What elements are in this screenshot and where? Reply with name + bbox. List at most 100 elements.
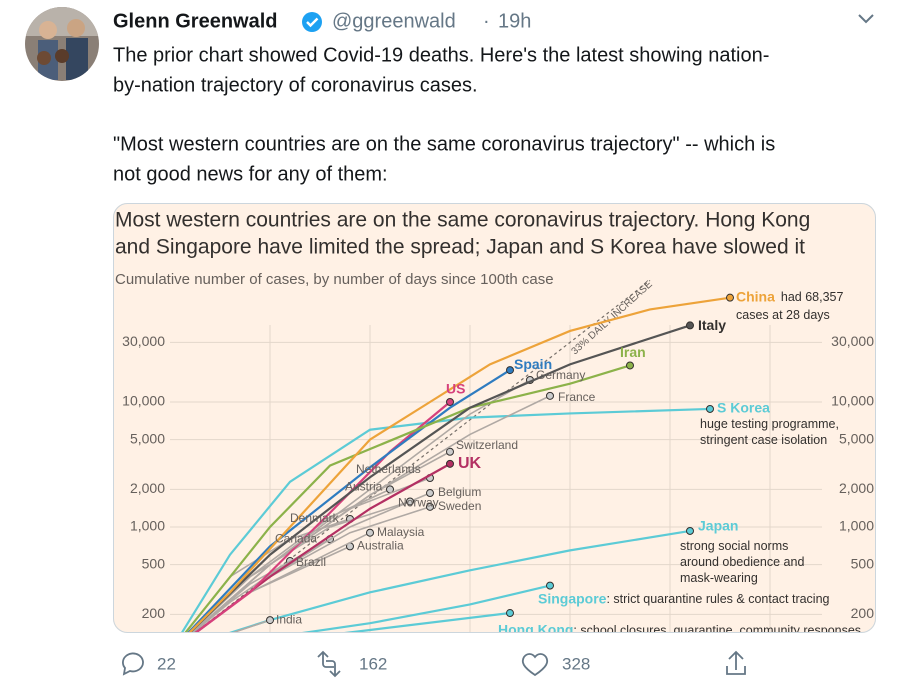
annotation: strong social norms [680,539,788,553]
series-label: Japan [698,518,738,534]
end-marker [366,528,374,537]
series-label: India [276,612,302,626]
series-line [169,611,511,633]
series-line [169,407,711,633]
y-tick-label: 10,000 [122,393,165,409]
retweet-count: 162 [359,654,387,673]
y-tick-label: 2,000 [130,480,165,496]
annotation: had 68,357 [781,290,844,304]
separator: · [483,10,490,32]
author-name[interactable]: Glenn Greenwald [113,10,277,32]
tweet-line: "Most western countries are on the same … [113,133,775,155]
end-marker [506,366,514,375]
series-label: Australia [357,539,404,553]
tweet-line: The prior chart showed Covid-19 deaths. … [113,44,769,66]
y-tick-label-right: 10,000 [831,393,874,409]
y-tick-label-right: 200 [851,605,875,621]
chart-title: Most western countries are on the same c… [115,209,810,232]
chart-background [113,203,876,633]
series-label: US [446,381,465,397]
series-line [169,401,451,633]
end-marker [446,447,454,456]
reply-count: 22 [157,654,176,673]
tweet-text: The prior chart showed Covid-19 deaths. … [113,44,775,185]
series-label: Malaysia [377,525,425,539]
annotation: : school closures, quarantine, community… [573,623,861,637]
y-tick-label-right: 5,000 [839,430,874,446]
end-marker [546,581,554,590]
share-button[interactable] [726,650,746,675]
annotation: around obedience and [680,555,804,569]
like-button[interactable]: 328 [521,653,591,677]
series-label: Canada [275,531,317,545]
series-label: Hong Kong [498,622,573,638]
timestamp[interactable]: 19h [498,10,531,32]
series-label: Spain [514,356,552,372]
end-marker [266,616,274,625]
end-marker [446,398,454,406]
chart-image[interactable]: Most western countries are on the same c… [113,203,876,652]
y-tick-label: 30,000 [122,333,165,349]
handle[interactable]: @ggreenwald [332,10,456,32]
image-border [113,203,876,633]
series-label: Denmark [290,511,340,525]
end-marker [506,609,514,618]
chart-title: and Singapore have limited the spread; J… [115,236,805,259]
series-line [169,560,291,633]
series-line [169,619,271,633]
series-label: Switzerland [456,438,518,452]
y-tick-label-right: 1,000 [839,518,874,534]
series-label: Netherlands [356,462,421,476]
annotation: mask-wearing [680,571,758,585]
end-marker [406,497,414,506]
chart-subtitle: Cumulative number of cases, by number of… [115,271,554,288]
avatar[interactable] [24,6,100,82]
annotation: : strict quarantine rules & contact trac… [606,592,829,606]
series-label: Brazil [296,555,326,569]
series-label: Germany [536,368,585,382]
y-tick-label-right: 500 [851,555,875,571]
end-marker [426,489,434,498]
series-line [169,324,691,633]
annotation: stringent case isolation [700,433,827,447]
annotation: huge testing programme, [700,417,839,431]
tweet-line: not good news for any of them: [113,163,388,185]
series-label: Sweden [438,499,481,513]
end-marker [446,459,454,468]
end-marker [686,321,694,330]
series-label: Norway [398,496,439,510]
series-label: Italy [698,317,726,333]
end-marker [626,361,634,370]
series-label: Belgium [438,485,481,499]
series-label: France [558,390,596,404]
series-label: Singapore [538,590,607,606]
menu-chevron[interactable] [858,14,874,24]
annotation: cases at 28 days [736,308,830,322]
retweet-button[interactable]: 162 [317,650,387,678]
y-tick-label: 200 [142,605,166,621]
y-tick-label-right: 30,000 [831,333,874,349]
tweet-line: by-nation trajectory of coronavirus case… [113,74,478,96]
reply-button[interactable]: 22 [122,652,176,676]
end-marker [726,293,734,302]
end-marker [426,502,434,511]
series-label: S Korea [717,400,770,416]
end-marker [706,404,714,413]
y-tick-label: 5,000 [130,430,165,446]
series-line [169,364,631,633]
series-label: UK [458,455,482,472]
like-count: 328 [562,654,590,673]
series-label: Iran [620,344,646,360]
y-tick-label: 1,000 [130,518,165,534]
series-label: China [736,288,775,304]
series-line [169,369,511,633]
verified-badge [302,12,322,32]
series-line [169,296,731,633]
y-tick-label-right: 2,000 [839,480,874,496]
end-marker [546,391,554,400]
series-line [169,584,551,633]
series-label: Austria [345,480,383,494]
chart: Most western countries are on the same c… [115,209,875,638]
